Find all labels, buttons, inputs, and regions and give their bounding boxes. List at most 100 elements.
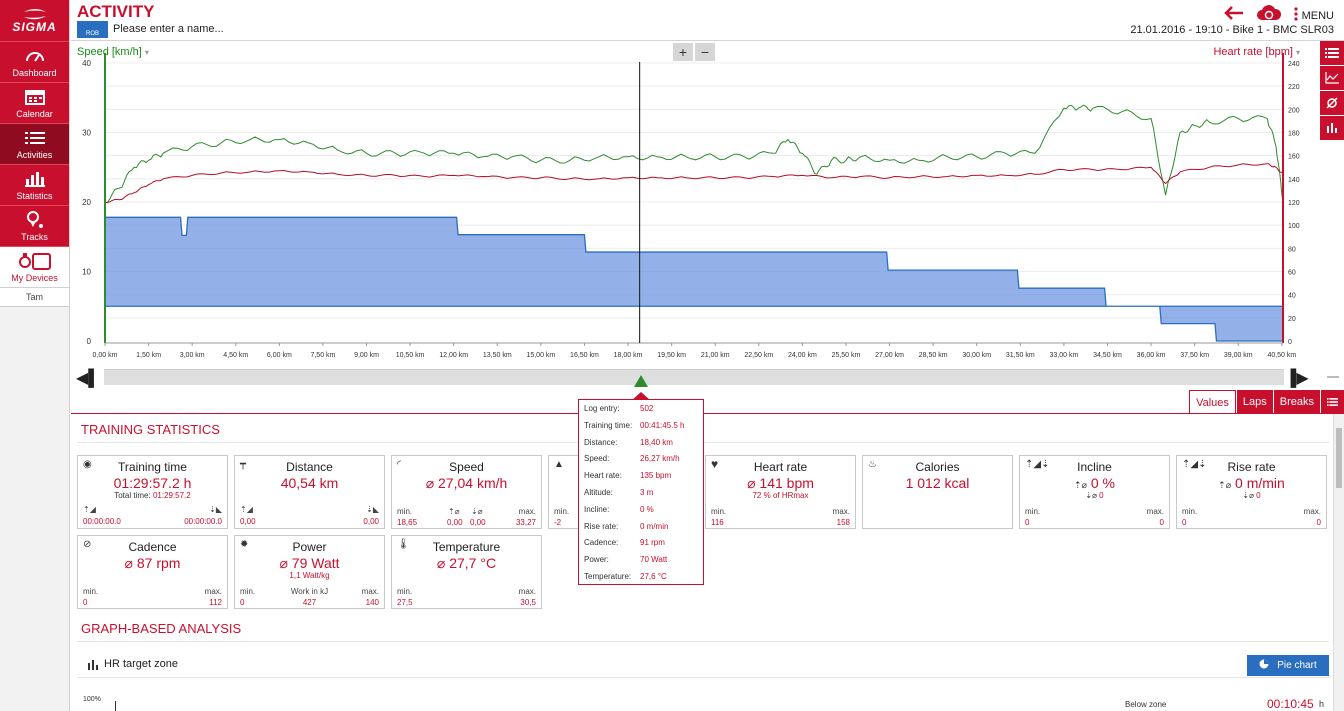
dropdown-icon: ▾ — [144, 48, 149, 57]
sidebar-item-tracks[interactable]: Tracks — [0, 205, 69, 246]
incline-icon: ⇡◢⇣ — [1025, 459, 1050, 470]
y-right-tick-label: 20 — [1288, 316, 1296, 323]
card-temperature: 🌡︎ Temperature ⌀ 27,7 °C min. max. 27,5 … — [391, 535, 542, 609]
card-cadence: ⊘ Cadence ⌀ 87 rpm min. max. 0 112 — [77, 535, 228, 609]
tooltip-row: Speed: 26,27 km/h — [584, 454, 680, 463]
x-tick-label: 18,00 km — [614, 352, 643, 359]
card-title: Rise rate — [1227, 460, 1276, 474]
tooltip-value: 18,40 km — [640, 437, 673, 447]
tooltip-key: Altitude: — [584, 488, 613, 497]
sidebar-item-label: Activities — [16, 150, 53, 160]
sidebar-item-label: Statistics — [16, 191, 53, 201]
card-incline: ⇡◢⇣ Incline ⇡⌀ 0 % ⇣⌀ 0 min. max. 0 0 — [1019, 455, 1170, 529]
tooltip-row: Training time: 00:41:45.5 h — [584, 421, 684, 430]
sidebar-item-activities[interactable]: Activities — [0, 123, 69, 164]
list-view-icon[interactable] — [1320, 41, 1344, 65]
percent-axis-label: 100% — [83, 696, 101, 703]
min-label: min. — [1182, 507, 1198, 516]
x-tick-label: 28,50 km — [919, 352, 948, 359]
line-chart-icon[interactable] — [1320, 66, 1344, 90]
y-left-tick-label: 10 — [82, 268, 91, 277]
section-divider — [77, 641, 1329, 642]
pie-chart-button[interactable]: Pie chart — [1247, 655, 1329, 676]
tooltip-value: 502 — [640, 404, 654, 413]
range-slider[interactable]: ◀▌ ▐▶ — [71, 365, 1344, 389]
speed-line — [104, 104, 1284, 204]
road-sign-icon: ┯ — [240, 459, 247, 470]
tooltip-key: Training time: — [584, 420, 633, 430]
y-left-tick-label: 20 — [82, 198, 91, 207]
sidebar-item-my-devices[interactable]: My Devices — [0, 246, 69, 287]
y-right-tick-label: 0 — [1288, 339, 1292, 346]
collapse-icon[interactable] — [1327, 376, 1339, 378]
tooltip-value: 91 rpm — [640, 538, 665, 548]
y-left-tick-label: 0 — [87, 337, 92, 346]
zoom-in-button[interactable]: + — [673, 43, 693, 61]
min-label: min. — [397, 587, 413, 596]
uphill-avg-value: 0,00 — [447, 518, 463, 527]
map-pin-icon — [25, 210, 45, 230]
below-zone-time: 00:10:45 — [1267, 697, 1314, 711]
card-sub: ⇣⌀ 0 — [1242, 491, 1261, 500]
scrollbar-thumb[interactable] — [1336, 428, 1342, 488]
tab-laps[interactable]: Laps — [1235, 390, 1273, 414]
chart-canvas[interactable]: 0 10 20 30 40 0 20 40 60 80 100 120 140 160 180 200 220 2… — [71, 41, 1344, 365]
x-tick-label: 39,00 km — [1224, 352, 1253, 359]
y-left-tick-label: 40 — [82, 59, 91, 68]
sigma-logo[interactable]: SIGMA — [0, 0, 69, 41]
y-right-tick-label: 80 — [1288, 246, 1296, 253]
sidebar-item-calendar[interactable]: Calendar — [0, 82, 69, 123]
dropdown-icon: ▾ — [1295, 48, 1300, 57]
user-name[interactable]: Tam — [0, 287, 69, 307]
sport-badge-label: ROB — [85, 31, 99, 37]
x-tick-label: 4,50 km — [223, 352, 248, 359]
detail-tabs: Values Laps Breaks — [1189, 390, 1344, 414]
card-value: 40,54 km — [280, 475, 339, 491]
position-marker-icon[interactable] — [634, 375, 648, 387]
range-track[interactable] — [104, 369, 1284, 385]
menu-button[interactable]: MENU — [1294, 7, 1334, 24]
x-tick-label: 0,00 km — [93, 352, 118, 359]
tab-list-icon[interactable] — [1320, 390, 1344, 414]
panel-scrollbar[interactable] — [1333, 414, 1344, 711]
mountain-icon: ▲ — [554, 459, 564, 470]
average-icon[interactable] — [1320, 91, 1344, 115]
activity-name-input[interactable] — [113, 21, 373, 37]
activity-chart[interactable]: 0 10 20 30 40 0 20 40 60 80 100 120 140 160 180 200 220 2… — [71, 41, 1344, 365]
card-sub: ⇣⌀ 0 — [1085, 491, 1104, 500]
range-end-handle-icon[interactable]: ▐▶ — [1285, 370, 1309, 387]
card-heart-rate: ♥ Heart rate ⌀ 141 bpm 72 % of HRmax min… — [705, 455, 856, 529]
tooltip-key: Heart rate: — [584, 471, 622, 481]
x-tick-label: 19,50 km — [657, 352, 686, 359]
card-sub: 1,1 Watt/kg — [289, 571, 330, 580]
min-label: min. — [397, 507, 413, 516]
max-value: 158 — [836, 518, 850, 527]
x-tick-label: 22,50 km — [744, 352, 773, 359]
rise-rate-icon: ⇡◢⇣ — [1182, 459, 1207, 470]
cloud-sync-icon[interactable] — [1256, 4, 1282, 27]
tooltip-key: Cadence: — [584, 538, 619, 548]
downhill-avg-icon: ⇣⌀ — [471, 507, 483, 516]
tooltip-row: Power: 70 Watt — [584, 555, 667, 564]
sidebar-item-statistics[interactable]: Statistics — [0, 164, 69, 205]
min-label: min. — [1025, 507, 1041, 516]
x-tick-label: 25,50 km — [832, 352, 861, 359]
sidebar-item-dashboard[interactable]: Dashboard — [0, 41, 69, 82]
right-axis-selector[interactable]: Heart rate [bpm] ▾ — [1213, 46, 1300, 58]
list-icon — [24, 128, 45, 148]
zoom-out-button[interactable]: − — [695, 43, 715, 61]
left-axis-selector[interactable]: Speed [km/h] ▾ — [77, 46, 149, 58]
zoom-controls: + − — [673, 43, 715, 61]
sport-badge[interactable]: ROB — [77, 21, 108, 38]
range-start-handle-icon[interactable]: ◀▌ — [76, 370, 100, 387]
pie-icon — [1259, 659, 1269, 672]
back-arrow-icon[interactable] — [1223, 6, 1244, 25]
card-value: 1 012 kcal — [905, 475, 970, 491]
min-label: min. — [240, 587, 256, 596]
tab-values[interactable]: Values — [1189, 390, 1236, 414]
bar-chart-icon[interactable] — [1320, 116, 1344, 140]
card-title: Distance — [286, 460, 333, 474]
statistics-panel: TRAINING STATISTICS ◉ Training time 01:2… — [71, 414, 1333, 711]
tab-breaks[interactable]: Breaks — [1272, 390, 1320, 414]
